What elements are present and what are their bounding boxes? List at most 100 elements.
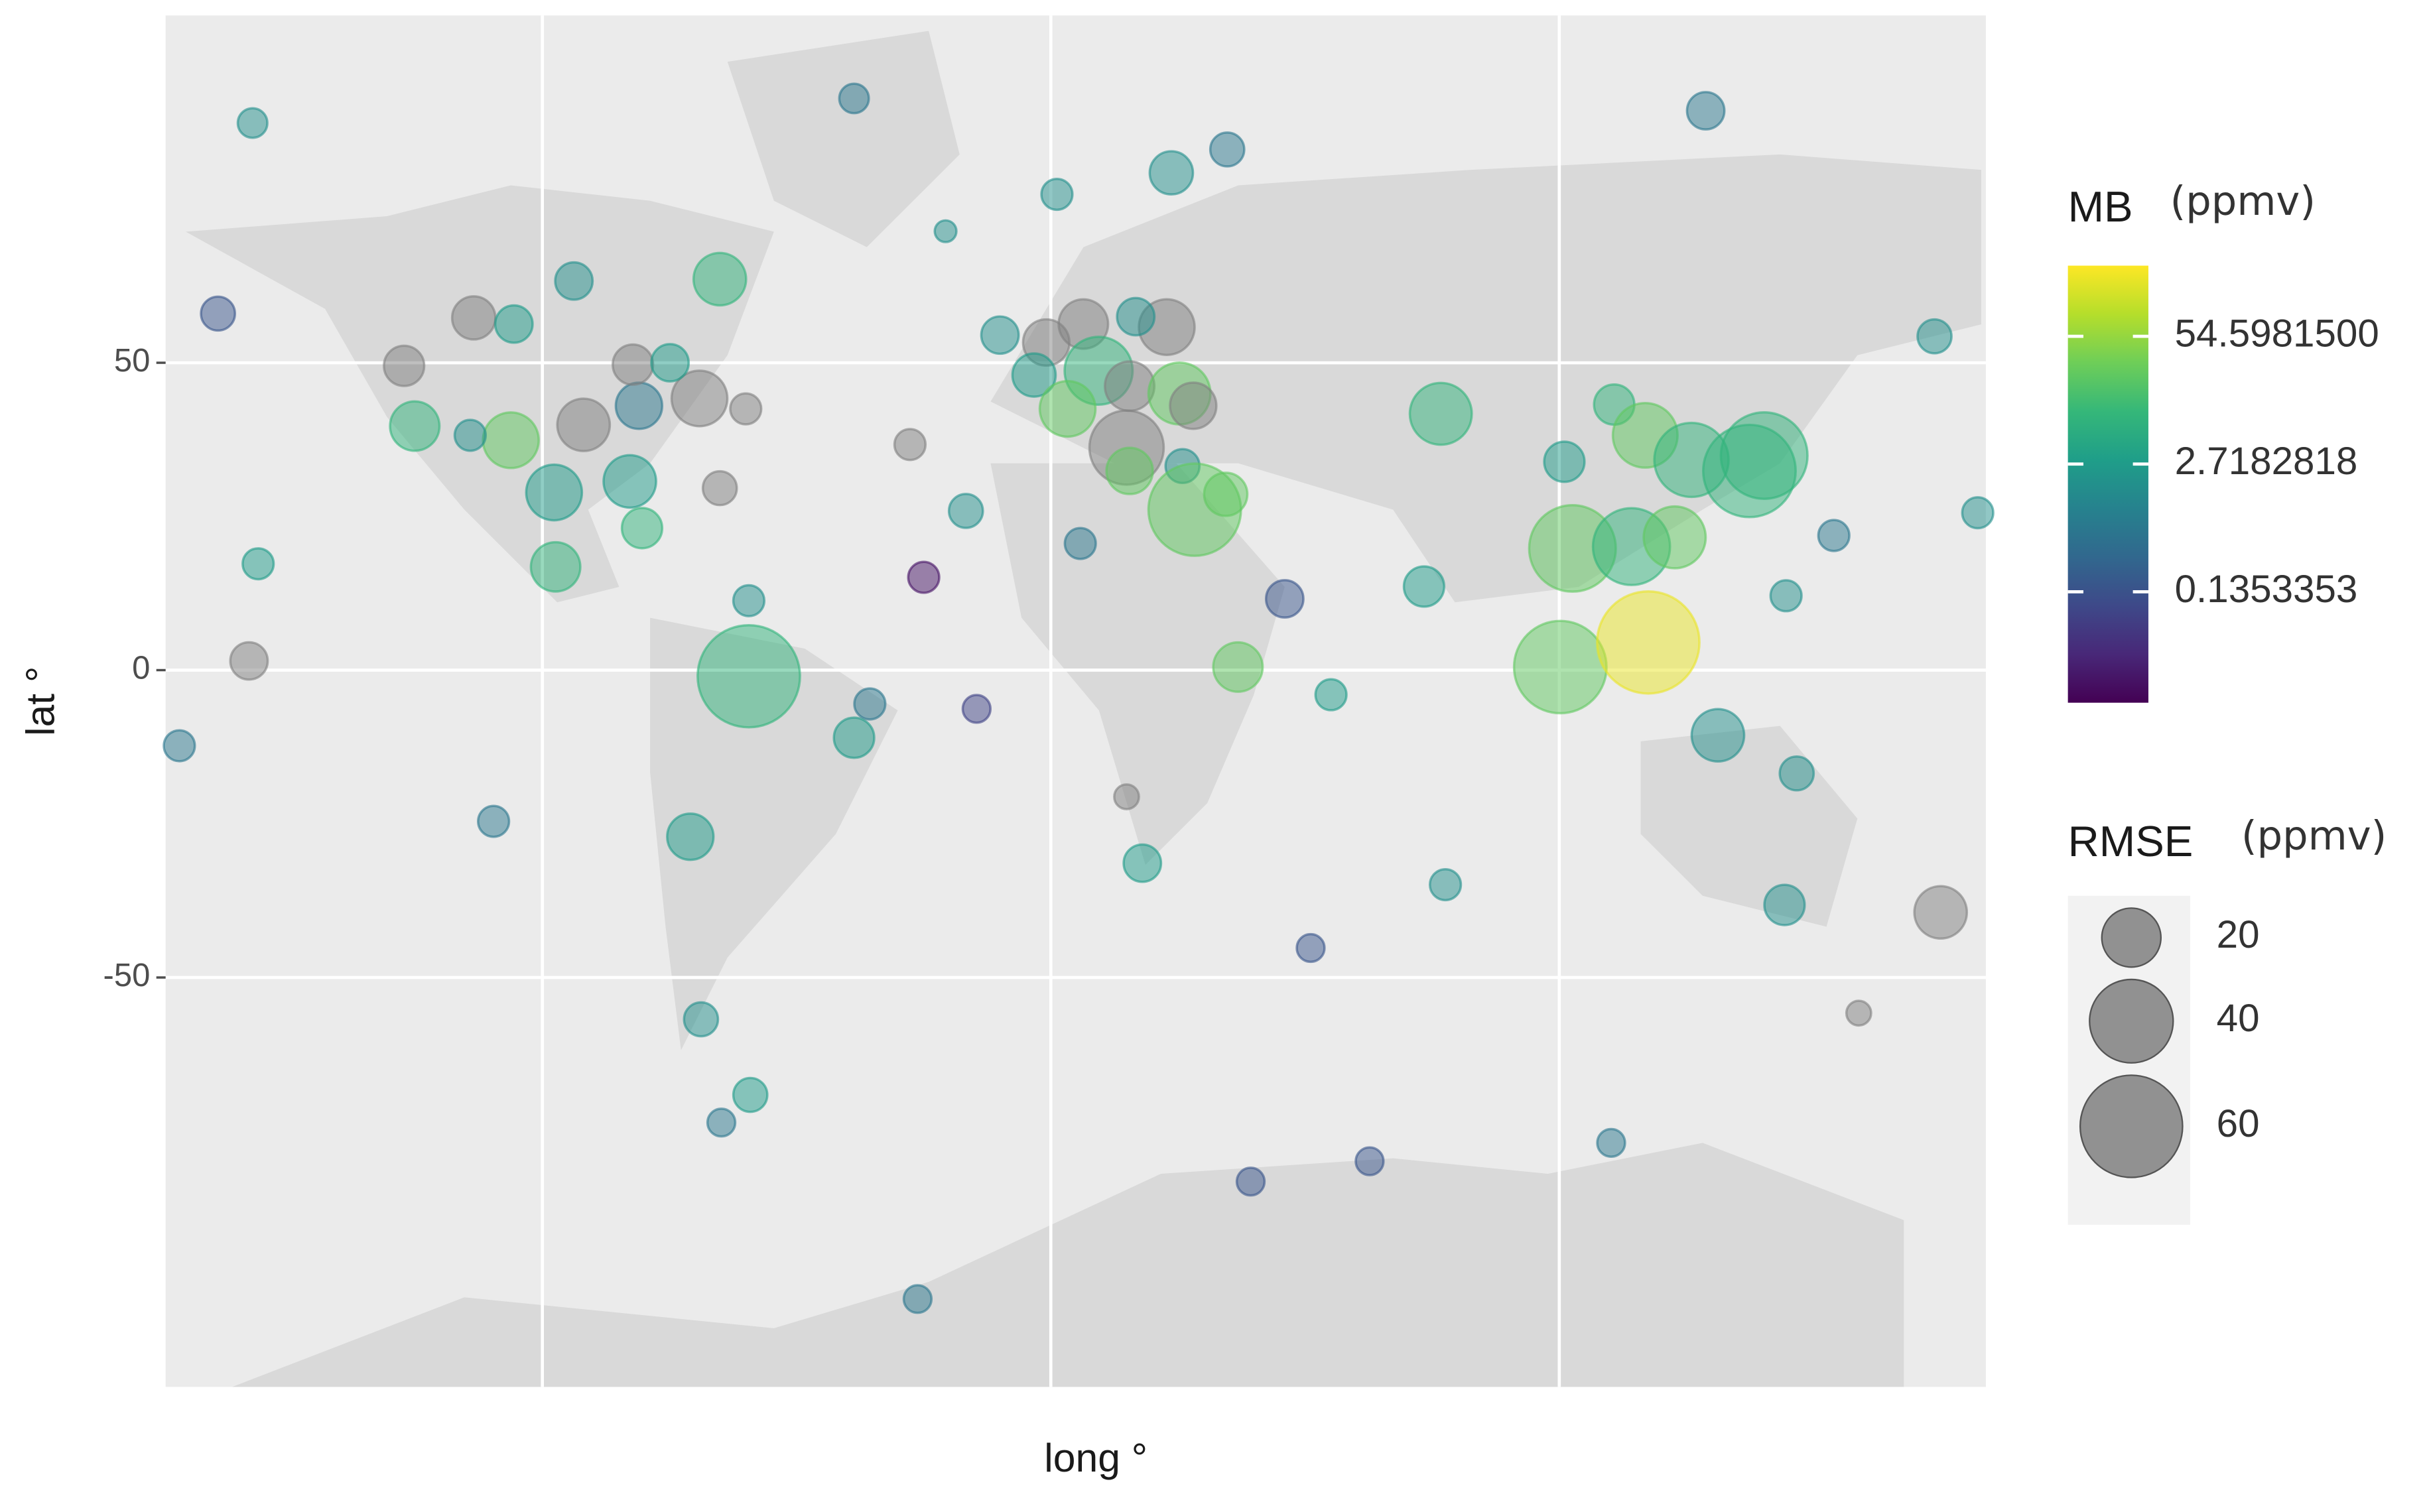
station-point: [650, 343, 690, 383]
station-point: [476, 804, 511, 838]
station-point: [556, 397, 612, 452]
y-axis-title: lat °: [17, 666, 62, 736]
station-point: [1690, 708, 1746, 763]
station-point: [1104, 360, 1156, 412]
station-point: [1354, 1146, 1385, 1176]
size-legend-label: 20: [2217, 913, 2260, 956]
station-point: [612, 343, 655, 386]
station-point: [383, 344, 426, 387]
station-point: [241, 547, 275, 581]
station-point: [692, 251, 748, 307]
station-point: [670, 369, 729, 428]
station-point: [1105, 446, 1154, 495]
station-point: [961, 694, 992, 724]
station-point: [1596, 590, 1701, 695]
station-point: [229, 641, 269, 681]
station-point: [620, 507, 664, 550]
size-legend-label: 60: [2217, 1102, 2260, 1145]
station-point: [838, 82, 870, 115]
station-point: [907, 560, 941, 594]
y-tick-label: 0: [132, 650, 150, 686]
station-point: [1642, 505, 1707, 570]
station-point: [1961, 496, 1995, 530]
station-point: [1769, 579, 1803, 613]
station-point: [1402, 565, 1446, 608]
station-point: [947, 493, 984, 529]
station-point: [1264, 579, 1305, 619]
station-point: [1314, 678, 1348, 712]
size-legend-unit: (ppmv): [2241, 813, 2387, 859]
station-point: [1408, 381, 1473, 446]
size-legend-key: [2089, 978, 2174, 1064]
y-tick-label: -50: [103, 958, 151, 993]
station-point: [602, 454, 657, 509]
station-point: [554, 261, 594, 301]
station-point: [980, 315, 1020, 355]
station-point: [1685, 91, 1726, 131]
station-point: [683, 1001, 720, 1038]
station-point: [1040, 177, 1074, 212]
station-point: [732, 1076, 769, 1113]
colorbar-tick-label: 2.7182818: [2175, 440, 2358, 483]
color-legend-unit: (ppmv): [2170, 178, 2316, 225]
station-point: [1512, 619, 1608, 715]
station-point: [1063, 527, 1097, 560]
station-point: [1817, 519, 1851, 552]
station-point: [200, 295, 236, 332]
station-point: [1845, 999, 1872, 1027]
station-point: [1763, 883, 1806, 926]
size-legend-title: RMSE: [2068, 817, 2194, 865]
station-point: [1116, 296, 1156, 337]
station-point: [1235, 1166, 1266, 1197]
station-point: [1011, 352, 1057, 398]
station-point: [163, 729, 196, 763]
station-point: [706, 1107, 737, 1138]
station-point: [853, 687, 887, 721]
station-point: [389, 400, 441, 452]
station-point: [1719, 411, 1809, 500]
colorbar-tick-label: 54.5981500: [2175, 312, 2379, 355]
station-point: [1122, 843, 1163, 883]
station-point: [933, 219, 958, 243]
station-point: [1916, 318, 1953, 355]
station-point: [482, 411, 540, 470]
station-point: [236, 107, 269, 139]
station-point: [666, 812, 715, 861]
colorbar: [2067, 265, 2148, 703]
size-legend-label: 40: [2217, 997, 2260, 1040]
y-tick-label: 50: [114, 343, 150, 379]
station-point: [529, 540, 582, 593]
station-point: [1295, 932, 1326, 964]
station-point: [1596, 1127, 1626, 1158]
colorbar-tick-label: 0.1353353: [2175, 568, 2358, 611]
size-legend-key: [2079, 1074, 2184, 1178]
station-point: [1203, 472, 1249, 517]
station-point: [1428, 867, 1463, 902]
color-legend-title: MB: [2068, 182, 2133, 231]
station-point: [1209, 131, 1246, 168]
station-point: [614, 381, 664, 430]
station-point: [902, 1284, 933, 1314]
station-point: [1169, 381, 1218, 430]
station-point: [1038, 379, 1097, 438]
station-point: [893, 428, 927, 462]
land: [186, 31, 1981, 1387]
station-point: [696, 624, 801, 729]
station-point: [1913, 885, 1969, 940]
station-point: [1543, 440, 1586, 483]
x-axis-title: long °: [1044, 1435, 1148, 1480]
station-point: [525, 463, 584, 522]
station-point: [732, 584, 766, 617]
station-point: [701, 470, 738, 507]
station-point: [1148, 150, 1195, 196]
station-point: [729, 392, 763, 426]
station-point: [450, 295, 497, 341]
station-point: [1113, 783, 1140, 810]
station-point: [493, 304, 534, 344]
station-point: [453, 418, 487, 452]
station-point: [832, 716, 876, 759]
station-point: [1212, 641, 1264, 693]
size-legend-key: [2101, 907, 2162, 968]
station-point: [1778, 755, 1815, 792]
